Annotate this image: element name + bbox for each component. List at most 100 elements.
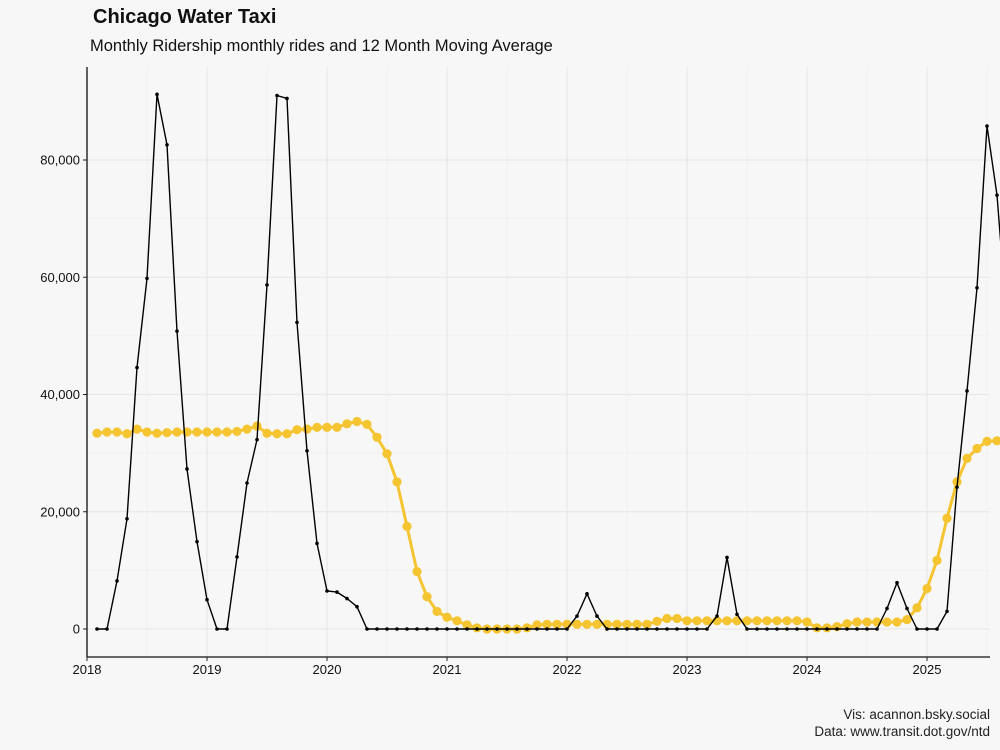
point-moving-average	[792, 616, 802, 626]
point-monthly-rides	[845, 627, 849, 631]
x-tick-label: 2018	[73, 662, 102, 677]
point-moving-average	[362, 419, 372, 429]
point-monthly-rides	[905, 606, 909, 611]
point-monthly-rides	[565, 627, 569, 631]
point-moving-average	[432, 606, 442, 617]
point-moving-average	[592, 619, 602, 629]
point-monthly-rides	[335, 590, 339, 594]
y-tick-label: 60,000	[40, 270, 80, 285]
point-monthly-rides	[875, 627, 879, 631]
point-monthly-rides	[715, 614, 719, 618]
point-monthly-rides	[525, 627, 529, 631]
point-monthly-rides	[745, 627, 749, 631]
point-monthly-rides	[365, 627, 369, 631]
point-moving-average	[902, 615, 912, 625]
point-monthly-rides	[95, 627, 99, 631]
point-monthly-rides	[865, 627, 869, 631]
point-monthly-rides	[755, 627, 759, 631]
point-moving-average	[92, 428, 102, 438]
point-monthly-rides	[775, 627, 779, 631]
axis-layer: 0 20,000 40,000 60,000 80,000 2018 2019 2020 202…	[40, 67, 990, 677]
point-moving-average	[272, 429, 282, 439]
point-moving-average	[582, 619, 592, 629]
point-monthly-rides	[385, 627, 389, 631]
point-moving-average	[672, 613, 682, 624]
point-moving-average	[942, 513, 952, 523]
y-tick-label: 80,000	[40, 153, 80, 168]
point-monthly-rides	[935, 627, 939, 631]
point-monthly-rides	[425, 627, 429, 631]
point-monthly-rides	[515, 627, 519, 631]
point-moving-average	[342, 419, 352, 429]
point-moving-average	[692, 616, 702, 626]
point-moving-average	[572, 619, 582, 629]
point-monthly-rides	[635, 627, 639, 631]
point-monthly-rides	[735, 612, 739, 617]
point-moving-average	[132, 424, 142, 434]
point-monthly-rides	[985, 124, 989, 128]
point-monthly-rides	[165, 142, 169, 147]
point-moving-average	[442, 612, 452, 622]
x-tick-label: 2022	[553, 662, 582, 677]
caption-vis-credit: Vis: acannon.bsky.social	[843, 707, 990, 722]
grid-layer	[86, 67, 990, 657]
point-moving-average	[542, 619, 552, 629]
point-monthly-rides	[605, 627, 609, 631]
point-monthly-rides	[375, 627, 379, 631]
point-monthly-rides	[265, 283, 269, 287]
point-moving-average	[982, 436, 992, 446]
point-monthly-rides	[835, 627, 839, 631]
point-moving-average	[392, 477, 402, 487]
point-moving-average	[642, 619, 652, 629]
point-monthly-rides	[765, 627, 769, 631]
point-monthly-rides	[795, 627, 799, 631]
point-monthly-rides	[195, 539, 199, 544]
point-moving-average	[452, 616, 462, 626]
point-moving-average	[332, 422, 342, 432]
point-monthly-rides	[995, 193, 999, 197]
point-monthly-rides	[925, 627, 929, 631]
point-moving-average	[152, 428, 162, 438]
point-monthly-rides	[445, 627, 449, 631]
y-tick-label: 20,000	[40, 504, 80, 519]
point-monthly-rides	[625, 627, 629, 631]
point-monthly-rides	[825, 627, 829, 631]
chart-caption: Vis: acannon.bsky.social Data: www.trans…	[814, 706, 990, 740]
chart-subtitle: Monthly Ridership monthly rides and 12 M…	[90, 37, 553, 55]
point-moving-average	[412, 566, 422, 577]
point-monthly-rides	[105, 627, 109, 631]
x-tick-label: 2023	[673, 662, 702, 677]
point-monthly-rides	[805, 627, 809, 631]
point-monthly-rides	[325, 589, 329, 593]
point-monthly-rides	[415, 627, 419, 631]
point-monthly-rides	[495, 627, 499, 631]
point-moving-average	[222, 427, 232, 437]
series-layer	[92, 92, 1000, 634]
point-moving-average	[762, 616, 772, 626]
point-moving-average	[402, 521, 412, 532]
point-monthly-rides	[205, 597, 209, 602]
point-monthly-rides	[895, 580, 899, 585]
point-moving-average	[302, 424, 312, 434]
point-moving-average	[772, 616, 782, 626]
point-moving-average	[142, 427, 152, 437]
point-monthly-rides	[125, 516, 129, 521]
point-monthly-rides	[315, 541, 319, 546]
point-monthly-rides	[915, 627, 919, 631]
point-moving-average	[212, 427, 222, 437]
point-moving-average	[802, 617, 812, 627]
point-monthly-rides	[855, 627, 859, 631]
point-moving-average	[992, 436, 1000, 446]
point-moving-average	[882, 617, 892, 627]
point-monthly-rides	[975, 286, 979, 290]
point-moving-average	[702, 616, 712, 626]
point-moving-average	[842, 619, 852, 629]
point-monthly-rides	[505, 627, 509, 631]
point-monthly-rides	[705, 627, 709, 631]
point-monthly-rides	[965, 389, 969, 393]
point-monthly-rides	[785, 627, 789, 631]
point-monthly-rides	[725, 555, 729, 560]
point-moving-average	[352, 416, 362, 427]
point-monthly-rides	[115, 579, 119, 583]
